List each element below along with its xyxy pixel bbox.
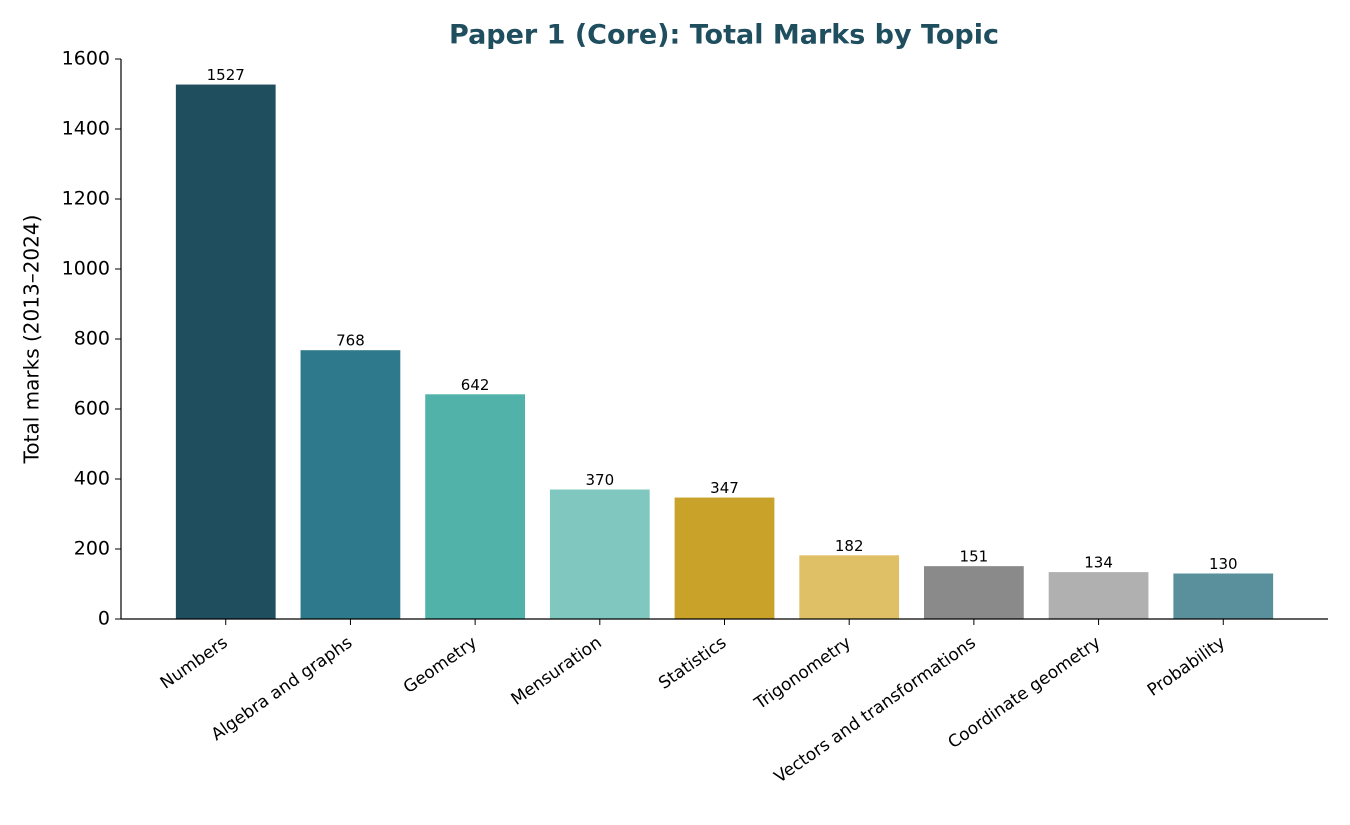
bar: [799, 555, 900, 619]
y-tick-label: 1000: [62, 258, 110, 280]
y-tick-label: 200: [74, 538, 110, 560]
y-tick-label: 600: [74, 398, 110, 420]
value-label: 347: [710, 479, 739, 497]
value-label: 134: [1084, 554, 1113, 572]
value-label: 370: [585, 471, 614, 489]
x-tick-label: Statistics: [655, 633, 730, 694]
bar: [175, 84, 276, 620]
x-tick-label: Geometry: [400, 633, 481, 698]
y-tick-label: 1600: [62, 48, 110, 70]
bar: [1173, 573, 1274, 619]
bar: [674, 497, 775, 619]
bar: [300, 350, 401, 619]
y-tick-label: 400: [74, 468, 110, 490]
x-tick-label: Trigonometry: [750, 633, 855, 715]
value-label: 768: [336, 332, 365, 350]
value-label: 151: [960, 548, 989, 566]
bar: [1048, 572, 1149, 619]
bar: [924, 566, 1024, 619]
x-tick-label: Mensuration: [508, 633, 606, 710]
bar: [425, 394, 525, 619]
value-label: 182: [835, 537, 864, 555]
chart-title: Paper 1 (Core): Total Marks by Topic: [449, 20, 999, 51]
y-axis-label: Total marks (2013–2024): [20, 215, 44, 465]
y-tick-label: 0: [98, 608, 110, 630]
y-tick-label: 1400: [62, 118, 110, 140]
x-tick-label: Numbers: [157, 633, 232, 694]
value-label: 130: [1209, 555, 1238, 573]
value-label: 1527: [207, 66, 245, 84]
y-tick-label: 1200: [62, 188, 110, 210]
x-tick-label: Vectors and transformations: [771, 633, 980, 788]
x-tick-label: Probability: [1144, 633, 1229, 701]
y-tick-label: 800: [74, 328, 110, 350]
value-label: 642: [461, 376, 490, 394]
bar: [549, 489, 650, 619]
